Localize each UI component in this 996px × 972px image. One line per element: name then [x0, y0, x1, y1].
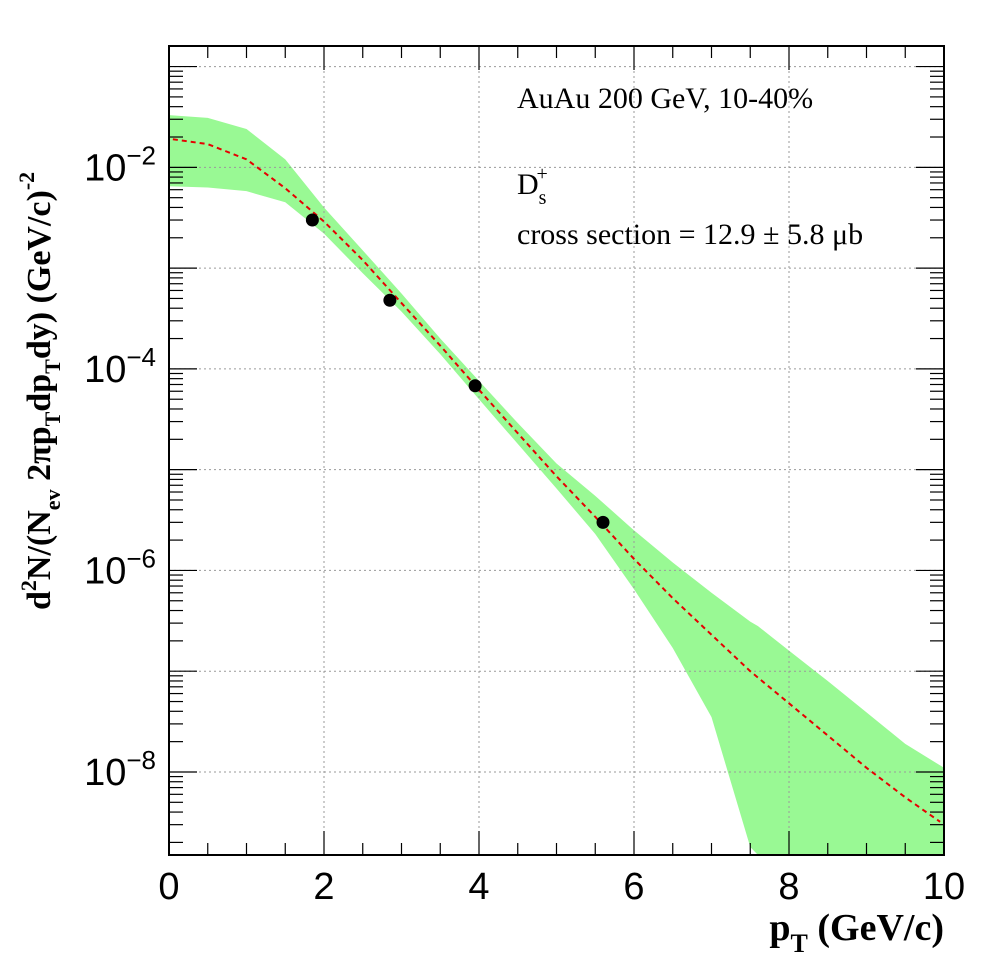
x-tick-label: 2 [313, 866, 334, 908]
x-axis-title-main: p [769, 907, 790, 949]
x-axis-title: pT (GeV/c) [769, 907, 944, 958]
system-annotation: AuAu 200 GeV, 10-40% [517, 82, 813, 115]
y-axis-title: d2N/(Nev 2πpTdpTdy) (GeV/c)-2 [14, 172, 65, 610]
data-point [596, 515, 610, 529]
x-tick-label: 6 [623, 866, 644, 908]
data-point [305, 213, 319, 227]
data-points-layer [305, 213, 610, 529]
x-axis-title-sub: T [791, 929, 808, 958]
particle-name: D [517, 168, 539, 201]
particle-annotation: Ds+ [517, 163, 548, 209]
cross-section-annotation: cross section = 12.9 ± 5.8 μb [517, 218, 863, 251]
x-tick-labels: 0 2 4 6 8 10 [158, 866, 965, 908]
y-tick-label: 10−2 [84, 140, 156, 189]
y-tick-label: 10−4 [84, 342, 156, 391]
y-tick-label: 10−6 [84, 543, 156, 592]
data-point [383, 293, 397, 307]
x-tick-label: 10 [923, 866, 965, 908]
y-tick-labels: 10−8 10−6 10−4 10−2 [84, 140, 156, 794]
x-tick-label: 4 [468, 866, 489, 908]
x-tick-label: 8 [778, 866, 799, 908]
particle-subscript: s [539, 187, 547, 209]
data-point [468, 379, 482, 393]
axis-ticks [168, 46, 945, 855]
grid-layer [169, 46, 944, 855]
x-axis-title-rest: (GeV/c) [808, 907, 944, 949]
y-tick-label: 10−8 [84, 745, 156, 794]
x-tick-label: 0 [158, 866, 179, 908]
particle-superscript: + [536, 163, 547, 185]
